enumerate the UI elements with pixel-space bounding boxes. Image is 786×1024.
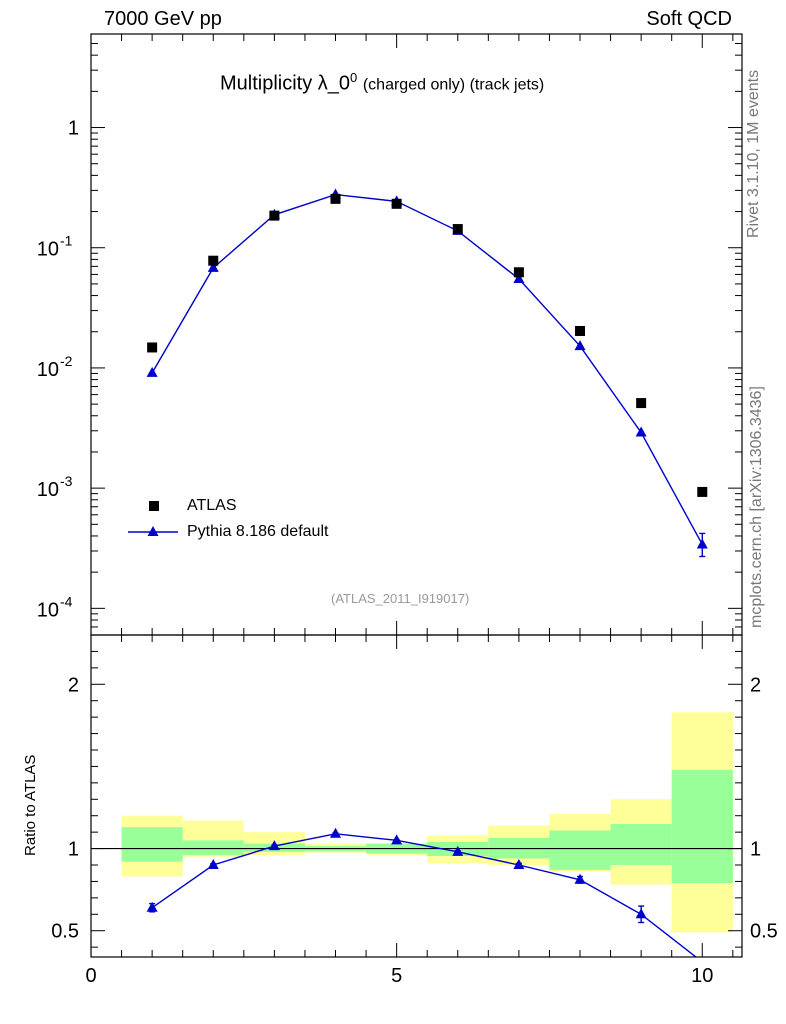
ratio-point — [268, 840, 280, 851]
ratio-y-tick-label-right: 1 — [750, 839, 761, 861]
legend-marker-atlas — [149, 501, 159, 511]
y-tick-label-exponent: -1 — [60, 233, 73, 249]
atlas-point — [330, 193, 341, 204]
ratio-frame — [90, 634, 743, 958]
pythia-point — [146, 366, 158, 377]
ratio-point — [391, 834, 403, 845]
atlas-point — [269, 210, 280, 221]
ratio-band-inner — [121, 827, 183, 862]
y-tick-label: 10 — [37, 479, 59, 501]
chart-title-main: Multiplicity λ_0 — [220, 72, 351, 95]
y-tick-label-exponent: -3 — [60, 473, 73, 489]
chart-title: Multiplicity λ_00 (charged only) (track … — [220, 70, 544, 96]
legend-marker-pythia — [147, 526, 159, 536]
y-tick-label-exponent: -2 — [60, 353, 73, 369]
atlas-point — [452, 224, 463, 235]
atlas-point — [636, 398, 647, 409]
pythia-point — [513, 272, 525, 283]
ratio-y-tick-label-right: 2 — [750, 674, 761, 696]
ratio-band-inner — [549, 830, 611, 870]
y-tick-label: 10 — [37, 599, 59, 621]
x-tick-label: 5 — [391, 965, 402, 987]
x-tick-label: 10 — [691, 965, 713, 987]
y-tick-label: 1 — [68, 118, 79, 140]
atlas-point — [697, 486, 708, 497]
ratio-point — [207, 859, 219, 869]
ratio-point — [574, 873, 586, 884]
ratio-point — [635, 908, 647, 919]
ratio-y-tick-label: 0.5 — [51, 921, 79, 943]
legend-label-pythia: Pythia 8.186 default — [187, 523, 329, 540]
y-tick-label: 10 — [37, 359, 59, 381]
ratio-y-tick-label-right: 0.5 — [750, 921, 778, 943]
chart-title-small: (charged only) (track jets) — [362, 76, 545, 94]
pythia-point — [574, 340, 586, 351]
atlas-point — [575, 325, 586, 336]
atlas-point — [208, 255, 219, 266]
pythia-line — [151, 193, 703, 545]
pythia-point — [635, 426, 647, 437]
analysis-id: (ATLAS_2011_I919017) — [331, 591, 470, 606]
ratio-line — [151, 833, 698, 957]
y-tick-label: 10 — [37, 239, 59, 261]
header-right: Soft QCD — [646, 8, 732, 30]
ratio-point — [513, 859, 525, 869]
ratio-point — [452, 845, 464, 856]
ratio-band-inner — [610, 823, 672, 865]
ratio-band-inner — [671, 769, 733, 884]
ratio-y-tick-label: 2 — [68, 674, 79, 696]
pythia-point — [207, 261, 219, 272]
legend-label-atlas: ATLAS — [187, 497, 237, 514]
upper-frame — [90, 33, 743, 636]
pythia-point — [696, 538, 708, 549]
atlas-point — [391, 198, 402, 209]
ratio-point — [330, 827, 342, 838]
header-left: 7000 GeV pp — [104, 8, 222, 30]
ratio-y-tick-label: 1 — [68, 839, 79, 861]
atlas-point — [147, 342, 158, 353]
ratio-point — [146, 901, 158, 912]
chart-title-sup: 0 — [350, 70, 358, 85]
x-tick-label: 0 — [85, 965, 96, 987]
ratio-band-inner — [182, 840, 244, 856]
atlas-point — [513, 267, 524, 278]
y-tick-label-exponent: -4 — [60, 593, 73, 609]
